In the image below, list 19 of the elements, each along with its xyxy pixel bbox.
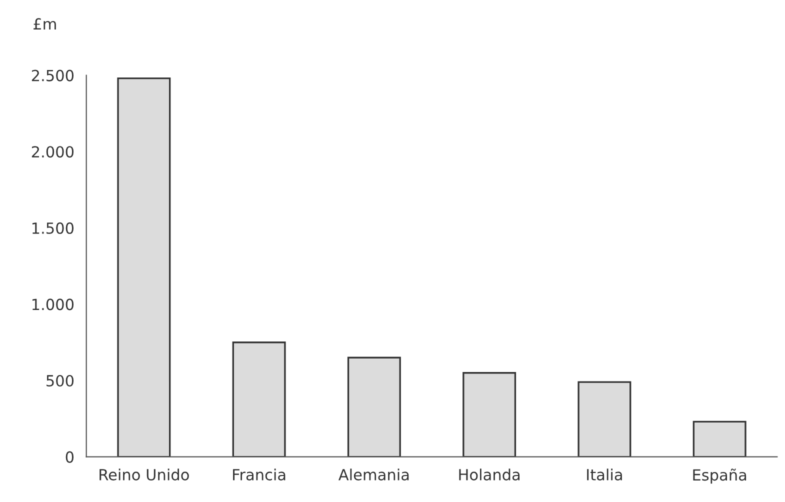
x-tick-label: Alemania: [338, 468, 409, 480]
x-tick-label: Francia: [233, 468, 286, 480]
x-tick-label: Reino Unido: [100, 468, 189, 480]
bar: [117, 78, 171, 457]
bar: [462, 372, 516, 457]
y-tick-label: 1.000: [32, 298, 74, 310]
bar: [232, 342, 286, 457]
bar: [347, 356, 401, 457]
y-tick-label: 2.000: [32, 146, 74, 158]
bar: [578, 381, 632, 457]
x-tick-label: España: [693, 468, 746, 484]
bar: [692, 420, 746, 457]
y-tick-label: 0: [66, 451, 74, 463]
y-axis-title: £m: [34, 18, 56, 30]
y-tick-label: 500: [46, 374, 74, 387]
x-tick-label: Italia: [587, 468, 622, 480]
y-tick-label: 1.500: [32, 222, 74, 234]
y-tick-label: 2.500: [32, 70, 74, 82]
x-tick-label: Holanda: [459, 468, 520, 480]
